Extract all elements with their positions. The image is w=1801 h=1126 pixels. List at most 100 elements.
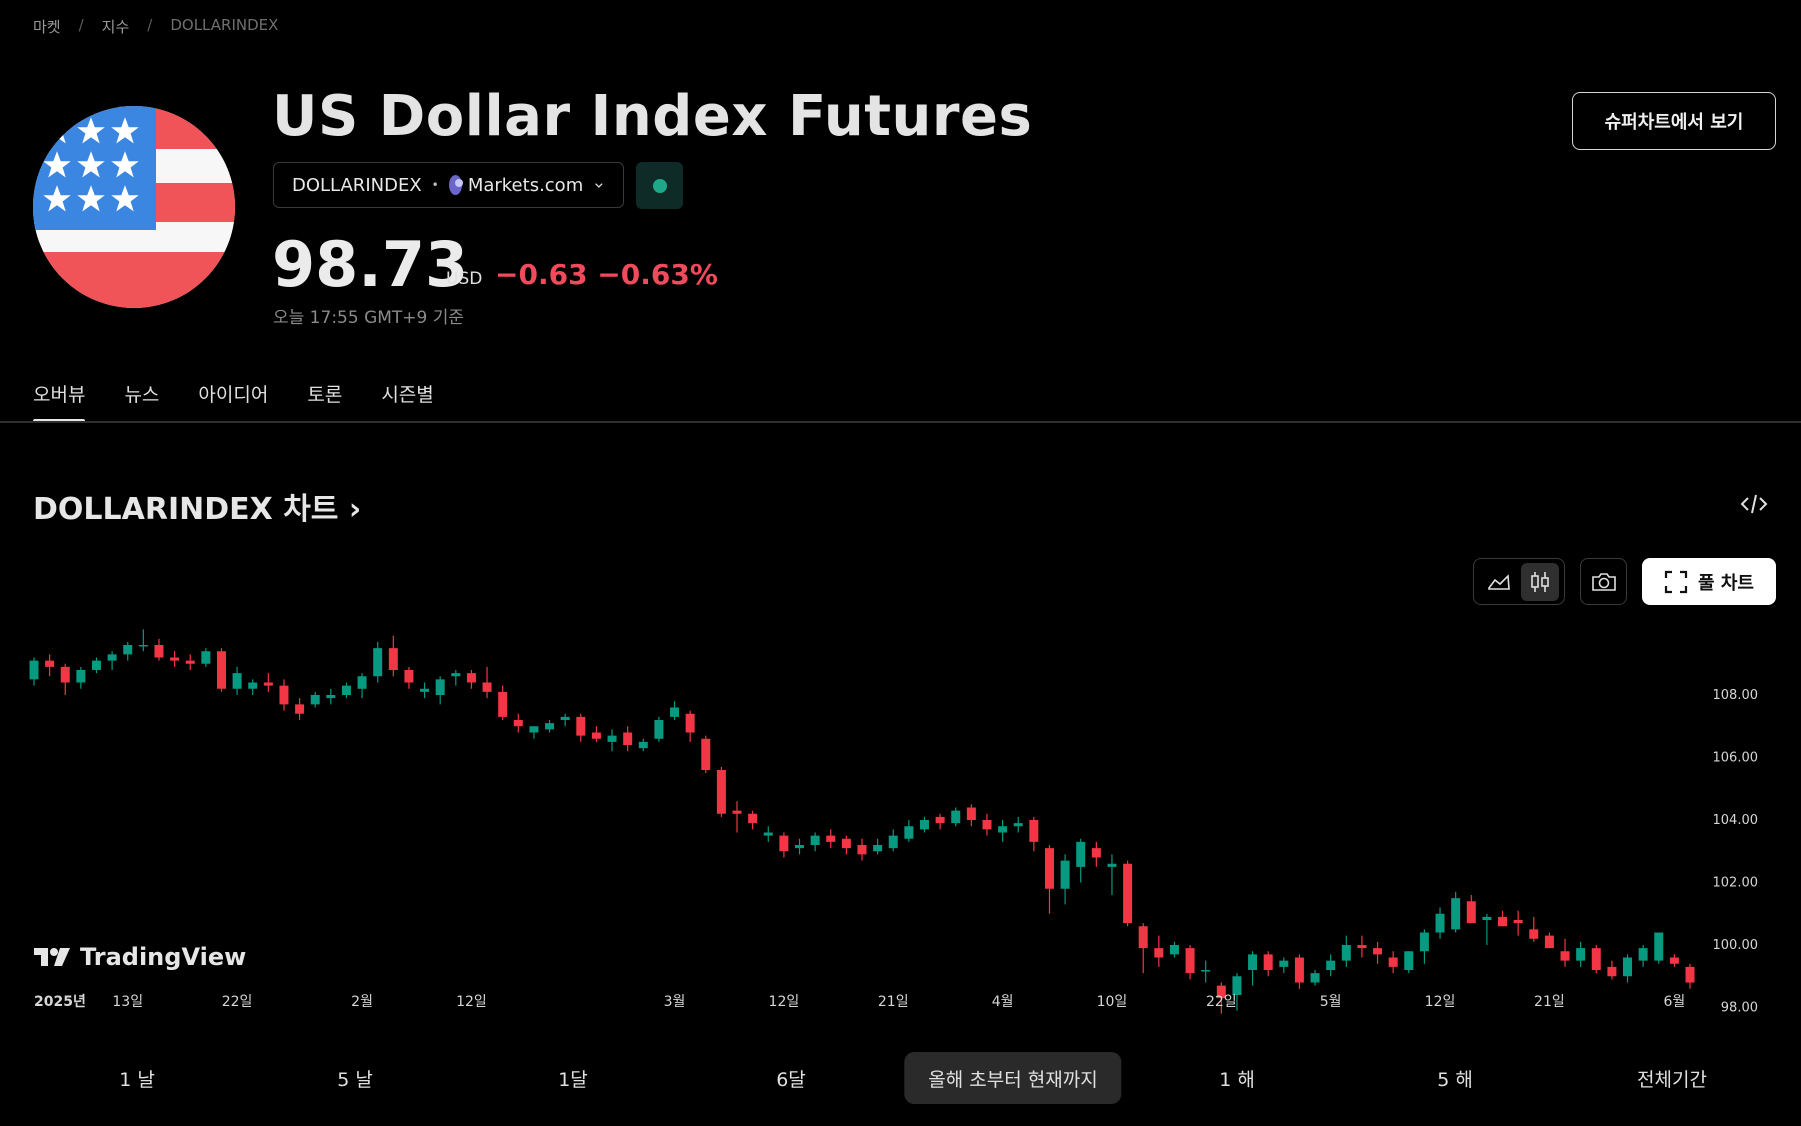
candle [1373, 941, 1383, 964]
provider-label: Markets.com [467, 174, 584, 196]
candle [1169, 941, 1179, 958]
candle-body [29, 660, 39, 680]
candle-body [998, 826, 1008, 833]
market-status-indicator[interactable] [636, 162, 683, 209]
candle-body [560, 716, 570, 720]
y-axis-tick-label: 106.00 [1713, 751, 1759, 766]
price-chart[interactable]: 108.00 106.00 104.00 102.00 100.00 98.00 2025년… [0, 620, 1801, 1020]
candle-body [216, 651, 226, 689]
symbol-selector[interactable]: DOLLARINDEX • Markets.com [273, 162, 624, 208]
range-all[interactable]: 전체기간 [1637, 1068, 1707, 1091]
candle [341, 682, 351, 699]
candle [748, 810, 758, 830]
full-chart-button[interactable]: 풀 차트 [1642, 558, 1776, 605]
area-chart-button[interactable] [1480, 563, 1518, 601]
candle-body [1201, 970, 1211, 972]
tab-seasonals[interactable]: 시즌별 [381, 384, 434, 406]
symbol-label: DOLLARINDEX [292, 174, 422, 196]
candle [1060, 854, 1070, 905]
change-percent: −0.63% [597, 258, 718, 291]
tab-divider [0, 421, 1801, 423]
candle-body [748, 813, 758, 824]
tab-overview[interactable]: 오버뷰 [33, 380, 86, 423]
page-title: US Dollar Index Futures [272, 84, 1033, 149]
star-icon [43, 151, 71, 178]
currency-label: USD [446, 269, 483, 289]
open-supercharts-button[interactable]: 슈퍼차트에서 보기 [1572, 92, 1776, 150]
breadcrumb-current: DOLLARINDEX [170, 16, 279, 34]
candle [513, 713, 523, 733]
candle [966, 804, 976, 827]
candle-body [1154, 948, 1164, 958]
candle [1419, 929, 1429, 964]
breadcrumb-markets[interactable]: 마켓 [33, 18, 61, 36]
embed-code-icon[interactable] [1740, 492, 1768, 516]
candle-body [1498, 916, 1508, 927]
candle-body [76, 670, 86, 683]
x-axis-tick-label: 12일 [456, 994, 487, 1010]
candle [123, 641, 133, 661]
candle [1623, 954, 1633, 983]
chart-heading-link[interactable]: DOLLARINDEX 차트 › [33, 484, 361, 528]
candle [935, 813, 945, 830]
candle [951, 807, 961, 827]
candle [1185, 945, 1195, 980]
range-1d[interactable]: 1 날 [119, 1068, 155, 1091]
candle-body [498, 691, 508, 717]
tradingview-logo[interactable]: TradingView [34, 943, 246, 971]
candle [1451, 891, 1461, 933]
candle [404, 666, 414, 689]
candle-body [1654, 932, 1664, 961]
range-5d[interactable]: 5 날 [337, 1068, 373, 1091]
range-1m[interactable]: 1달 [558, 1068, 588, 1091]
candle-body [404, 670, 414, 683]
candle-body [435, 679, 445, 695]
range-5y[interactable]: 5 해 [1437, 1068, 1473, 1091]
candle [248, 679, 258, 695]
candle-chart-button[interactable] [1520, 562, 1559, 601]
snapshot-button[interactable] [1580, 558, 1627, 605]
candle-body [201, 651, 211, 664]
candle-body [591, 732, 601, 739]
candle-body [1232, 976, 1242, 995]
range-1y[interactable]: 1 해 [1219, 1068, 1255, 1091]
candle [263, 673, 273, 692]
candle-body [529, 726, 539, 733]
candle-body [1029, 820, 1039, 842]
candle-body [1591, 948, 1601, 970]
candle [435, 676, 445, 705]
breadcrumb-indices[interactable]: 지수 [101, 18, 130, 36]
us-flag-icon [33, 106, 235, 308]
candle-body [45, 660, 55, 667]
candle [701, 735, 711, 774]
area-chart-icon [1487, 573, 1510, 590]
candle [1013, 816, 1023, 833]
candle [1091, 841, 1101, 867]
range-ytd[interactable]: 올해 초부터 현재까지 [904, 1052, 1122, 1104]
candle-body [1279, 960, 1289, 967]
candle [857, 838, 867, 861]
candle-body [919, 820, 929, 830]
tab-ideas[interactable]: 아이디어 [198, 384, 269, 406]
candle-body [1263, 954, 1273, 970]
candle-body [935, 816, 945, 824]
tab-discussion[interactable]: 토론 [307, 384, 343, 406]
candle [591, 726, 601, 742]
candle-body [1326, 960, 1336, 970]
candle-body [138, 645, 148, 647]
candle [638, 738, 648, 752]
range-6m[interactable]: 6달 [776, 1068, 806, 1091]
star-icon [111, 151, 139, 178]
price-change: −0.63 −0.63% [495, 258, 718, 291]
candle-body [1248, 954, 1258, 970]
candle-body [826, 835, 836, 842]
candle [904, 820, 914, 842]
tab-news[interactable]: 뉴스 [124, 384, 160, 406]
candle-body [1638, 948, 1648, 961]
status-dot-icon [652, 178, 667, 193]
candle-body [732, 810, 742, 814]
candle [1357, 935, 1367, 958]
x-axis-tick-label: 21일 [878, 994, 909, 1010]
candle [1466, 895, 1476, 924]
candle-body [1341, 945, 1351, 961]
